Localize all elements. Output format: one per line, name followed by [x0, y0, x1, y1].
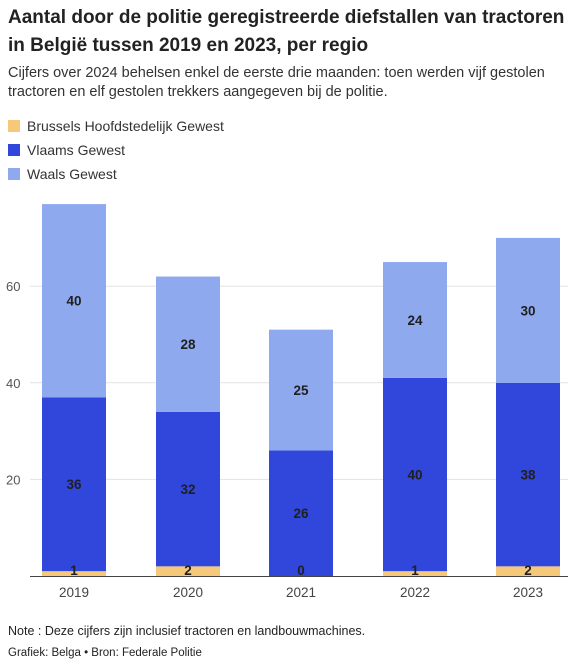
x-tick-label-2019: 2019	[59, 585, 89, 600]
legend-item-vlaams: Vlaams Gewest	[8, 138, 224, 162]
x-tick-label-2020: 2020	[173, 585, 203, 600]
data-label-vlaams-2023: 38	[520, 468, 536, 483]
legend-item-waals: Waals Gewest	[8, 162, 224, 186]
data-label-brussels-2021: 0	[297, 563, 305, 578]
bar-waals-2019	[42, 204, 106, 398]
data-label-waals-2021: 25	[293, 383, 309, 398]
legend-label-waals: Waals Gewest	[27, 166, 117, 182]
bar-waals-2023	[496, 237, 560, 383]
data-label-brussels-2019: 1	[70, 563, 78, 578]
legend-item-brussels: Brussels Hoofdstedelijk Gewest	[8, 114, 224, 138]
data-label-vlaams-2020: 32	[180, 482, 195, 497]
bar-vlaams-2021	[269, 450, 333, 576]
bar-vlaams-2020	[156, 411, 220, 567]
data-label-waals-2023: 30	[520, 303, 535, 318]
source-credit: Grafiek: Belga • Bron: Federale Politie	[8, 647, 202, 659]
x-tick-label-2021: 2021	[286, 585, 316, 600]
y-tick-label-40: 40	[6, 376, 20, 391]
y-tick-label-20: 20	[6, 472, 20, 487]
chart-title: Aantal door de politie geregistreerde di…	[8, 7, 565, 56]
bar-waals-2021	[269, 329, 333, 451]
stacked-bar-chart: 20 40 60 1 36 40 2019 2 32 28 2020 0 26 25 2021 1 40 24 20…	[6, 204, 568, 600]
chart-subtitle: Cijfers over 2024 behelsen enkel de eers…	[8, 65, 545, 100]
legend: Brussels Hoofdstedelijk Gewest Vlaams Ge…	[8, 114, 224, 186]
x-tick-label-2022: 2022	[400, 585, 430, 600]
bar-brussels-2019	[42, 571, 106, 576]
data-label-waals-2019: 40	[66, 294, 81, 309]
footnote: Note : Deze cijfers zijn inclusief tract…	[8, 624, 366, 638]
legend-label-brussels: Brussels Hoofdstedelijk Gewest	[27, 118, 224, 134]
data-label-brussels-2020: 2	[184, 563, 192, 578]
data-label-waals-2020: 28	[180, 337, 196, 352]
bar-waals-2022	[383, 262, 447, 378]
legend-label-vlaams: Vlaams Gewest	[27, 142, 126, 158]
x-tick-label-2023: 2023	[513, 585, 543, 600]
bar-vlaams-2022	[383, 377, 447, 572]
data-label-vlaams-2019: 36	[66, 477, 82, 492]
legend-swatch-vlaams	[8, 144, 20, 156]
bar-vlaams-2023	[496, 382, 560, 567]
y-tick-label-60: 60	[6, 279, 20, 294]
bar-vlaams-2019	[42, 397, 106, 572]
bar-brussels-2020	[156, 566, 220, 576]
bar-waals-2020	[156, 276, 220, 412]
data-label-brussels-2023: 2	[524, 563, 532, 578]
data-label-waals-2022: 24	[407, 313, 423, 328]
data-label-vlaams-2021: 26	[293, 506, 309, 521]
legend-swatch-brussels	[8, 120, 20, 132]
bar-brussels-2022	[383, 571, 447, 576]
legend-swatch-waals	[8, 168, 20, 180]
data-label-brussels-2022: 1	[411, 563, 419, 578]
data-label-vlaams-2022: 40	[407, 468, 422, 483]
bar-brussels-2023	[496, 566, 560, 576]
